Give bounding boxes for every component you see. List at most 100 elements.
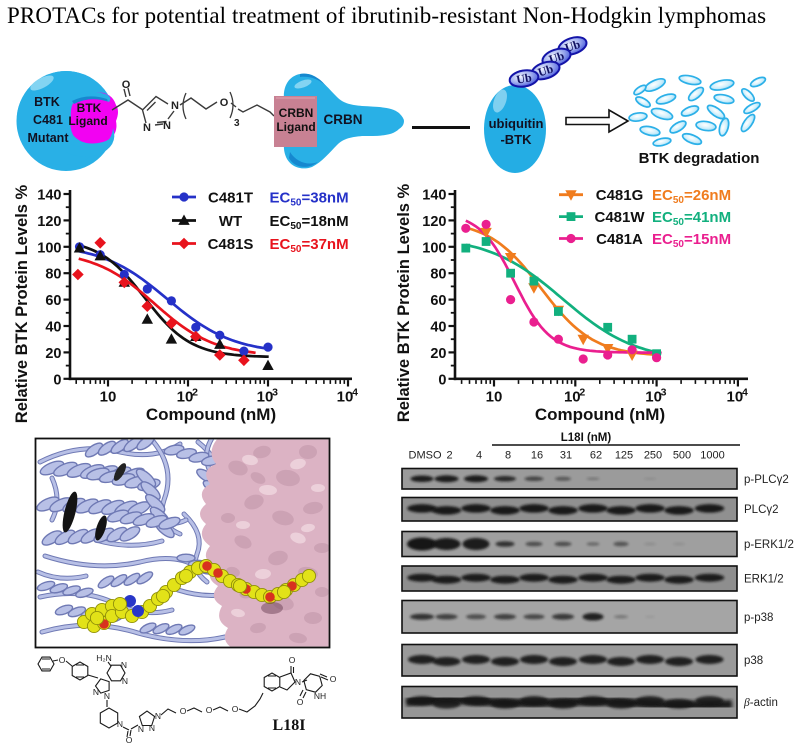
svg-text:N: N: [117, 719, 123, 729]
svg-text:Ligand: Ligand: [276, 120, 315, 134]
svg-text:31: 31: [560, 450, 572, 462]
svg-text:3: 3: [234, 118, 240, 129]
svg-text:DMSO: DMSO: [409, 450, 442, 462]
svg-text:C481W: C481W: [594, 209, 645, 226]
svg-text:p-PLCγ2: p-PLCγ2: [744, 474, 789, 486]
svg-text:EC50=15nM: EC50=15nM: [652, 231, 731, 250]
svg-text:O: O: [232, 704, 239, 714]
svg-text:60: 60: [430, 293, 446, 309]
svg-text:EC50=38nM: EC50=38nM: [270, 190, 349, 209]
svg-text:4: 4: [742, 387, 748, 399]
svg-text:10: 10: [645, 389, 662, 406]
svg-text:N: N: [93, 687, 99, 697]
svg-text:-BTK: -BTK: [500, 132, 532, 147]
svg-text:L18I: L18I: [273, 717, 306, 734]
svg-text:N: N: [143, 122, 151, 134]
svg-text:10: 10: [564, 389, 581, 406]
svg-text:O: O: [297, 697, 304, 707]
svg-text:60: 60: [45, 293, 61, 309]
svg-text:PLCγ2: PLCγ2: [744, 504, 779, 516]
svg-text:Ub: Ub: [536, 61, 555, 79]
svg-text:EC50=26nM: EC50=26nM: [652, 187, 731, 206]
svg-text:ERK1/2: ERK1/2: [744, 574, 784, 586]
svg-text:BTK: BTK: [34, 95, 60, 109]
svg-text:O: O: [126, 735, 133, 745]
svg-text:Compound (nM): Compound (nM): [535, 405, 665, 424]
svg-text:2: 2: [579, 387, 585, 399]
svg-text:140: 140: [422, 188, 446, 204]
svg-text:500: 500: [673, 450, 691, 462]
svg-text:100: 100: [37, 240, 61, 256]
svg-text:N: N: [138, 724, 144, 734]
svg-text:N: N: [104, 691, 110, 701]
svg-text:2: 2: [192, 387, 198, 399]
svg-text:N: N: [121, 660, 127, 670]
svg-text:C481T: C481T: [208, 190, 253, 207]
svg-text:NH: NH: [314, 691, 326, 701]
svg-text:CRBN: CRBN: [279, 106, 314, 120]
svg-text:3: 3: [661, 387, 667, 399]
svg-text:100: 100: [422, 240, 446, 256]
svg-text:40: 40: [45, 320, 61, 336]
svg-text:Ub: Ub: [515, 70, 533, 87]
svg-text:p-p38: p-p38: [744, 612, 773, 624]
svg-text:C481S: C481S: [208, 236, 254, 253]
svg-text:L18I (nM): L18I (nM): [561, 432, 612, 444]
svg-text:120: 120: [37, 214, 61, 230]
svg-text:0: 0: [438, 372, 446, 388]
svg-text:4: 4: [476, 450, 482, 462]
svg-text:BTK degradation: BTK degradation: [639, 150, 760, 167]
svg-text:40: 40: [430, 320, 446, 336]
svg-text:N: N: [163, 120, 171, 132]
svg-text:80: 80: [430, 267, 446, 283]
svg-text:140: 140: [37, 188, 61, 204]
svg-text:16: 16: [531, 450, 543, 462]
svg-text:10: 10: [486, 389, 503, 406]
svg-text:10: 10: [177, 389, 194, 406]
svg-text:8: 8: [505, 450, 511, 462]
svg-text:β-actin: β-actin: [743, 697, 778, 709]
svg-text:0: 0: [53, 372, 61, 388]
svg-text:Ligand: Ligand: [68, 114, 107, 128]
svg-text:3: 3: [272, 387, 278, 399]
svg-text:62: 62: [590, 450, 602, 462]
svg-text:N: N: [149, 723, 155, 733]
svg-text:BTK: BTK: [77, 101, 102, 115]
svg-text:WT: WT: [219, 213, 242, 230]
svg-text:N: N: [171, 100, 179, 112]
svg-text:Relative BTK Protein Levels %: Relative BTK Protein Levels %: [13, 184, 31, 423]
svg-text:p-ERK1/2: p-ERK1/2: [744, 539, 794, 551]
svg-text:p38: p38: [744, 655, 763, 667]
svg-text:N: N: [122, 676, 128, 686]
svg-text:C481A: C481A: [596, 231, 643, 248]
svg-text:ubiquitin: ubiquitin: [489, 116, 544, 131]
svg-text:Compound (nM): Compound (nM): [146, 405, 276, 424]
svg-text:250: 250: [644, 450, 662, 462]
svg-text:4: 4: [352, 387, 358, 399]
svg-text:N: N: [295, 677, 301, 687]
svg-text:C481: C481: [33, 113, 63, 127]
svg-text:H₂N: H₂N: [96, 653, 112, 663]
svg-text:O: O: [122, 79, 131, 91]
svg-text:125: 125: [615, 450, 633, 462]
svg-text:O: O: [220, 97, 229, 109]
svg-text:O: O: [289, 655, 296, 665]
svg-text:Mutant: Mutant: [28, 131, 70, 145]
svg-text:10: 10: [337, 389, 354, 406]
svg-text:EC50=18nM: EC50=18nM: [270, 213, 349, 232]
svg-text:O: O: [330, 674, 337, 684]
svg-text:C481G: C481G: [596, 187, 644, 204]
svg-text:80: 80: [45, 267, 61, 283]
svg-text:120: 120: [422, 214, 446, 230]
svg-text:N: N: [155, 711, 161, 721]
svg-text:EC50=41nM: EC50=41nM: [652, 209, 731, 228]
svg-text:10: 10: [100, 389, 117, 406]
svg-text:EC50=37nM: EC50=37nM: [270, 236, 349, 255]
svg-text:10: 10: [727, 389, 744, 406]
svg-text:Relative BTK Protein Levels %: Relative BTK Protein Levels %: [395, 183, 413, 422]
svg-text:O: O: [180, 706, 187, 716]
svg-text:20: 20: [45, 346, 61, 362]
svg-text:10: 10: [257, 389, 274, 406]
svg-text:1000: 1000: [700, 450, 724, 462]
svg-text:O: O: [206, 705, 213, 715]
